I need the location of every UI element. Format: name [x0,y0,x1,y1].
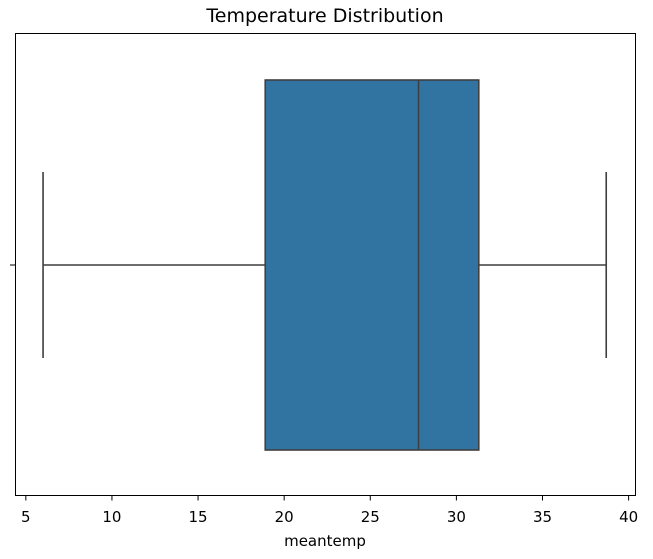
chart-title: Temperature Distribution [205,5,443,27]
x-tick-label: 40 [619,508,638,526]
x-tick-label: 15 [189,508,208,526]
x-tick-label: 35 [533,508,552,526]
boxplot [42,79,608,451]
x-tick-label: 30 [447,508,466,526]
x-tick-label: 5 [21,508,31,526]
iqr-box [264,79,480,451]
x-tick-label: 25 [361,508,380,526]
x-tick-label: 20 [275,508,294,526]
x-axis: 5 10 15 20 25 30 35 40 [21,495,638,526]
x-tick-label: 10 [102,508,121,526]
x-axis-label: meantemp [284,532,366,550]
plot-frame [15,33,636,496]
